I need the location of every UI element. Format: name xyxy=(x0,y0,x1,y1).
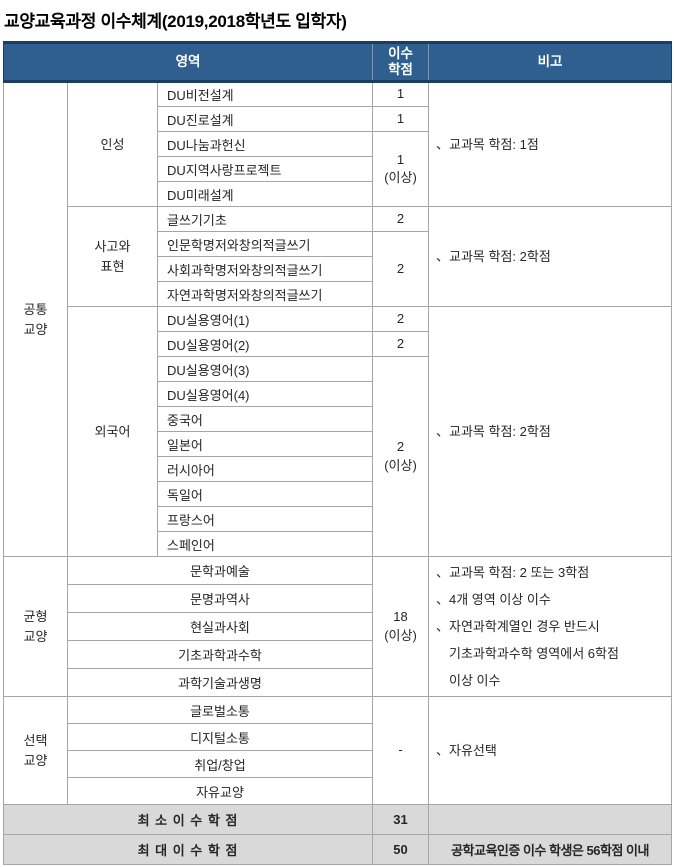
table-row: 선택 교양 글로벌소통 - 、자유선택 xyxy=(3,696,672,805)
table-row: 취업/창업 xyxy=(4,750,672,778)
course-cell: 러시아어 xyxy=(157,456,373,482)
note-cell: 、자유선택 xyxy=(428,696,672,805)
table-header: 영역 이수 학점 비고 xyxy=(3,41,672,83)
course-cell: 디지털소통 xyxy=(67,723,373,751)
credit-cell: 2 xyxy=(372,331,429,357)
summary-note: 공학교육인증 이수 학생은 56학점 이내 xyxy=(428,834,672,865)
course-cell: 인문학명저와창의적글쓰기 xyxy=(157,231,373,257)
table-row: DU실용영어(4) xyxy=(4,381,672,407)
table-row: 자연과학명저와창의적글쓰기 xyxy=(4,281,672,307)
note-cell: 、교과목 학점: 2 또는 3학점 、4개 영역 이상 이수 、자연과학계열인 … xyxy=(428,556,672,697)
table-row: 스페인어 xyxy=(4,531,672,557)
table-row: DU미래설계 xyxy=(4,181,672,207)
table-row: 외국어 DU실용영어(1) 2 、교과목 학점: 2학점 xyxy=(4,306,672,557)
summary-note xyxy=(428,804,672,835)
course-cell: 사회과학명저와창의적글쓰기 xyxy=(157,256,373,282)
summary-row-min: 최 소 이 수 학 점 31 xyxy=(3,804,672,835)
course-cell: DU지역사랑프로젝트 xyxy=(157,156,373,182)
header-cell-area: 영역 xyxy=(3,41,373,83)
course-cell: 기초과학과수학 xyxy=(67,640,373,669)
table-row: 사회과학명저와창의적글쓰기 xyxy=(4,256,672,282)
table-row: DU실용영어(3) 2 (이상) xyxy=(4,356,672,557)
course-cell: 글로벌소통 xyxy=(67,696,373,724)
credit-cell: 1 xyxy=(372,81,429,107)
category-cell-balanced: 균형 교양 xyxy=(3,556,68,697)
course-cell: 프랑스어 xyxy=(157,506,373,532)
note-cell: 、교과목 학점: 2학점 xyxy=(428,206,672,307)
course-cell: 과학기술과생명 xyxy=(67,668,373,697)
curriculum-table: 영역 이수 학점 비고 공통 교양 인성 DU비전설계 1 、교과목 학점: 1… xyxy=(3,41,672,865)
course-cell: 중국어 xyxy=(157,406,373,432)
credit-cell: - xyxy=(372,696,429,805)
course-cell: 문학과예술 xyxy=(67,556,373,585)
table-row: 독일어 xyxy=(4,481,672,507)
table-row: 사고와 표현 글쓰기기초 2 、교과목 학점: 2학점 xyxy=(4,206,672,307)
table-row: DU나눔과헌신 1 (이상) xyxy=(4,131,672,207)
course-cell: DU비전설계 xyxy=(157,81,373,107)
subcategory-cell-thinking: 사고와 표현 xyxy=(67,206,158,307)
table-row: 일본어 xyxy=(4,431,672,457)
note-text: 、교과목 학점: 2 또는 3학점 xyxy=(436,565,590,580)
note-text: 、자연과학계열인 경우 반드시 기초과학과수학 영역에서 6학점 이상 이수 xyxy=(436,619,619,688)
table-row: 디지털소통 xyxy=(4,723,672,751)
subcategory-cell-character: 인성 xyxy=(67,81,158,207)
category-cell-common: 공통 교양 xyxy=(3,81,68,557)
header-cell-note: 비고 xyxy=(428,41,672,83)
credit-cell: 2 xyxy=(372,306,429,332)
table-row: 프랑스어 xyxy=(4,506,672,532)
credit-cell: 2 (이상) xyxy=(372,356,429,557)
note-cell: 、교과목 학점: 1점 xyxy=(428,81,672,207)
credit-cell: 1 xyxy=(372,106,429,132)
course-cell: DU실용영어(1) xyxy=(157,306,373,332)
summary-credit: 50 xyxy=(372,834,429,865)
note-text: 、4개 영역 이상 이수 xyxy=(436,592,551,607)
summary-row-max: 최 대 이 수 학 점 50 공학교육인증 이수 학생은 56학점 이내 xyxy=(3,834,672,865)
credit-cell: 2 xyxy=(372,231,429,307)
table-row: 러시아어 xyxy=(4,456,672,482)
credit-cell: 18 (이상) xyxy=(372,556,429,697)
credit-cell: 1 (이상) xyxy=(372,131,429,207)
course-cell: DU실용영어(4) xyxy=(157,381,373,407)
course-cell: 취업/창업 xyxy=(67,750,373,778)
course-cell: 스페인어 xyxy=(157,531,373,557)
header-row: 영역 이수 학점 비고 xyxy=(3,41,672,83)
table-row: 자유교양 xyxy=(4,777,672,805)
table-row: DU진로설계 1 xyxy=(4,106,672,132)
summary-label: 최 소 이 수 학 점 xyxy=(3,804,373,835)
course-cell: 현실과사회 xyxy=(67,612,373,641)
course-cell: 일본어 xyxy=(157,431,373,457)
credit-cell: 2 xyxy=(372,206,429,232)
table-row: 인문학명저와창의적글쓰기 2 xyxy=(4,231,672,307)
note-text: 、교과목 학점: 1점 xyxy=(436,137,539,152)
course-cell: 문명과역사 xyxy=(67,584,373,613)
course-cell: 글쓰기기초 xyxy=(157,206,373,232)
note-text: 、교과목 학점: 2학점 xyxy=(436,424,551,439)
course-cell: 자연과학명저와창의적글쓰기 xyxy=(157,281,373,307)
note-text: 、교과목 학점: 2학점 xyxy=(436,249,551,264)
table-row: 현실과사회 xyxy=(4,612,672,641)
summary-credit: 31 xyxy=(372,804,429,835)
subcategory-cell-foreign-language: 외국어 xyxy=(67,306,158,557)
table-row: 과학기술과생명 xyxy=(4,668,672,697)
header-cell-credits: 이수 학점 xyxy=(372,41,429,83)
note-text: 、자유선택 xyxy=(436,743,497,758)
category-cell-elective: 선택 교양 xyxy=(3,696,68,805)
summary-label: 최 대 이 수 학 점 xyxy=(3,834,373,865)
table-row: 중국어 xyxy=(4,406,672,432)
course-cell: DU나눔과헌신 xyxy=(157,131,373,157)
course-cell: 독일어 xyxy=(157,481,373,507)
table-row: 균형 교양 문학과예술 18 (이상) 、교과목 학점: 2 또는 3학점 、4… xyxy=(3,556,672,697)
course-cell: DU미래설계 xyxy=(157,181,373,207)
note-cell: 、교과목 학점: 2학점 xyxy=(428,306,672,557)
table-row: 기초과학과수학 xyxy=(4,640,672,669)
course-cell: DU실용영어(2) xyxy=(157,331,373,357)
course-cell: DU진로설계 xyxy=(157,106,373,132)
table-row: DU실용영어(2) 2 xyxy=(4,331,672,357)
table-row: 공통 교양 인성 DU비전설계 1 、교과목 학점: 1점 xyxy=(3,81,672,557)
course-cell: DU실용영어(3) xyxy=(157,356,373,382)
page-title: 교양교육과정 이수체계(2019,2018학년도 입학자) xyxy=(4,12,347,31)
table-row: 문명과역사 xyxy=(4,584,672,613)
course-cell: 자유교양 xyxy=(67,777,373,805)
